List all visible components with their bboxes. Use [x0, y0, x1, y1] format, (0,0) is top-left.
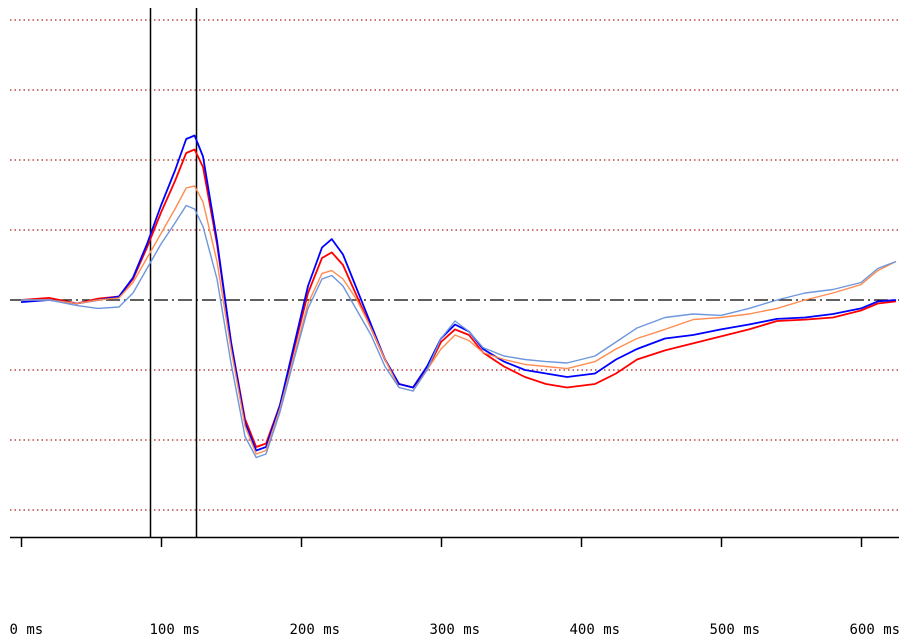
x-tick-label: 300 ms — [430, 622, 481, 638]
x-tick-label: 600 ms — [850, 622, 899, 638]
x-tick-label: 400 ms — [570, 622, 621, 638]
series-line — [21, 204, 897, 459]
cursor-lines — [149, 8, 198, 537]
x-tick-label: 500 ms — [710, 622, 761, 638]
x-tick-labels: 0 ms 100 ms 200 ms 300 ms 400 ms 500 ms 600 ms — [10, 622, 899, 638]
x-tick-label: 100 ms — [150, 622, 201, 638]
series-line — [20, 134, 897, 452]
x-tick-label: 200 ms — [290, 622, 341, 638]
series-lines — [20, 134, 897, 459]
series-line — [21, 185, 897, 455]
x-tick-label: 0 ms — [10, 622, 44, 638]
x-ticks — [20, 537, 863, 547]
series-line — [20, 148, 897, 448]
